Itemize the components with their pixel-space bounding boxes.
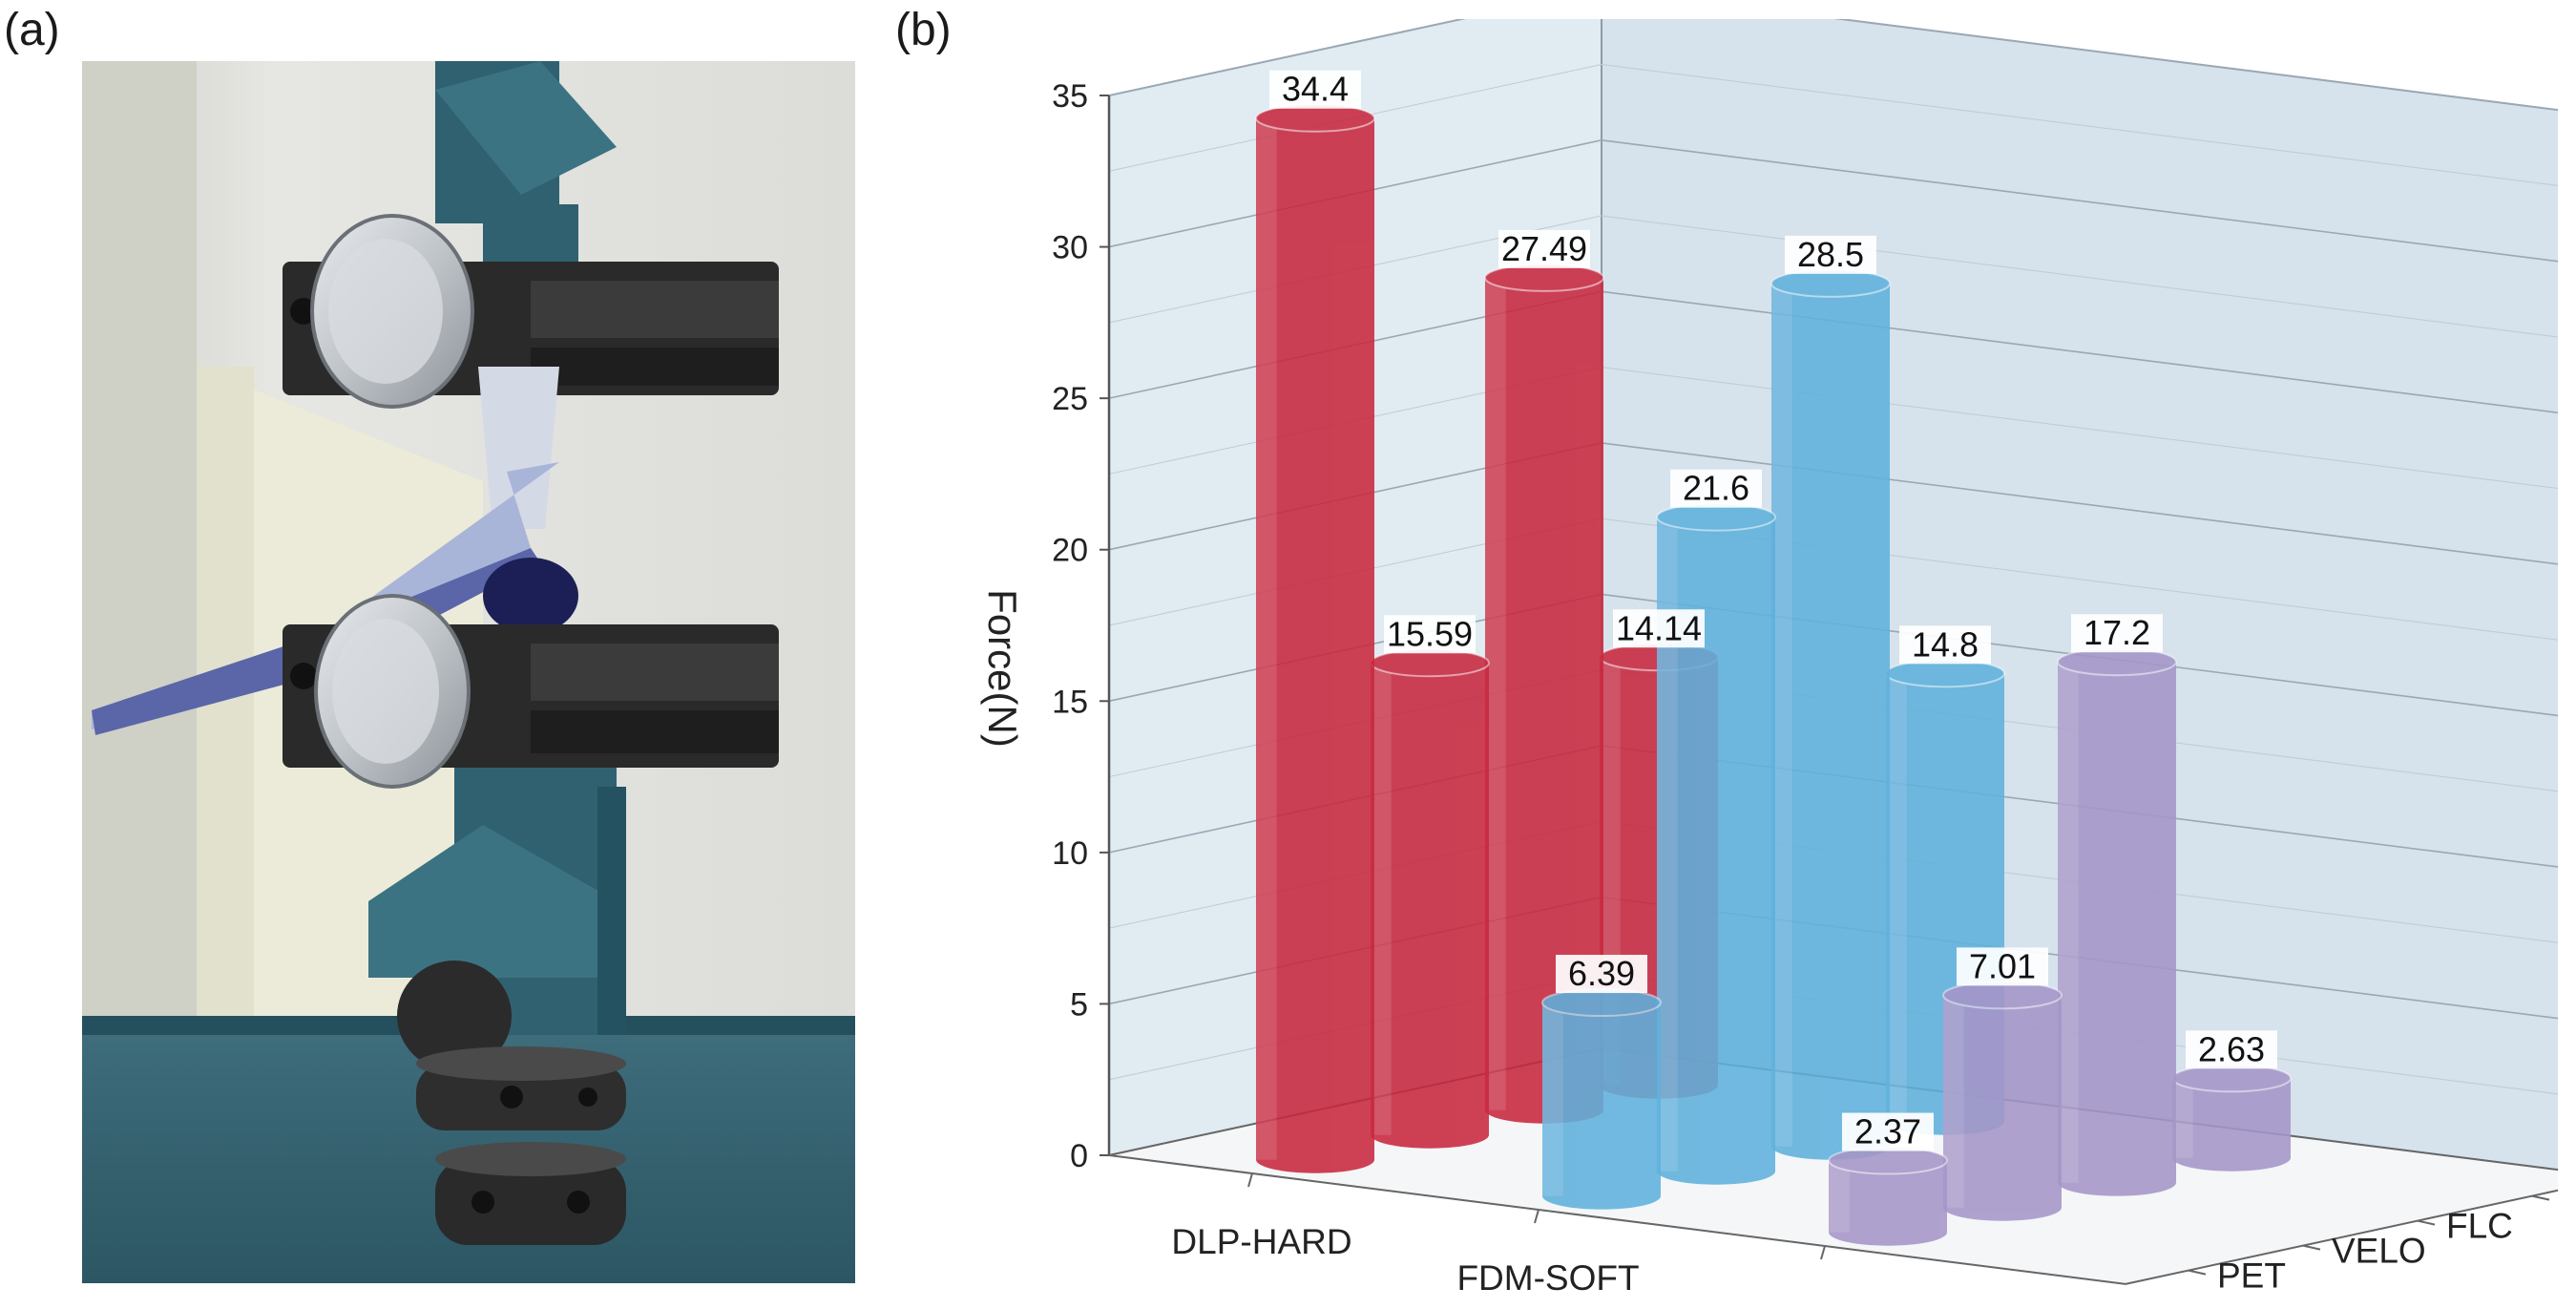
bar-shade (2172, 1078, 2193, 1158)
bar-shade (1886, 673, 1907, 1122)
force-3d-bar-chart: 0 5 10 15 20 25 30 35 14.14 14.8 2.63 27.49 28.5 17.… (980, 19, 2558, 1298)
bar-fdm-soft-velo (1656, 502, 1776, 1185)
bar-shade (1542, 1003, 1563, 1196)
bar-body (2172, 1078, 2291, 1172)
y-tick-label: 5 (1070, 986, 1088, 1023)
bar-shade (2058, 662, 2079, 1183)
bar-shade (1371, 663, 1392, 1135)
value-label: 2.63 (2186, 1029, 2277, 1069)
bar-fdm-hard-pet (1828, 1146, 1948, 1246)
bar-shade (1771, 283, 1792, 1147)
category-label: FDM-SOFT (1456, 1258, 1639, 1298)
bar-top (2057, 647, 2177, 677)
bar-fdm-hard-velo (1942, 981, 2063, 1221)
bar-fdm-hard-flc (2057, 647, 2177, 1196)
value-label: 14.8 (1899, 624, 1991, 665)
value-label: 34.4 (1269, 70, 1361, 109)
value-label-text: 15.59 (1387, 614, 1473, 653)
value-label: 2.37 (1842, 1112, 1934, 1151)
y-tick-label: 15 (1052, 684, 1088, 720)
bar-top (1484, 263, 1604, 292)
series-tick (2531, 1194, 2550, 1201)
y-tick-label: 10 (1052, 835, 1088, 872)
bar-body (1256, 117, 1374, 1173)
category-tick (1820, 1245, 1826, 1260)
y-axis-title: Force(N) (980, 589, 1025, 748)
value-label-text: 34.4 (1282, 70, 1349, 109)
value-label: 27.49 (1498, 229, 1590, 268)
panel-a-label: (a) (4, 5, 60, 55)
bar-fdm-soft-pet (1541, 988, 1662, 1210)
gridline (1108, 19, 2558, 111)
bar-top (1255, 103, 1375, 133)
bar-shade (1657, 517, 1678, 1172)
series-tick (2417, 1219, 2436, 1226)
category-axis: DLP-HARD FDM-SOFT FDM-HARD (1171, 1172, 1929, 1298)
value-label-text: 14.8 (1912, 624, 1979, 664)
y-tick-label: 30 (1052, 230, 1088, 266)
bar-shade (1485, 277, 1506, 1110)
value-label: 14.14 (1613, 608, 1705, 648)
bar-shade (1829, 1160, 1850, 1233)
bar-fdm-soft-flc (1770, 268, 1891, 1160)
bar-shade (1256, 117, 1277, 1160)
value-label-text: 28.5 (1797, 235, 1864, 274)
value-label: 28.5 (1785, 235, 1876, 274)
value-label: 17.2 (2071, 613, 2163, 653)
y-tick-label: 35 (1052, 78, 1088, 115)
bar-dlp-hard-velo (1370, 648, 1490, 1149)
panel-b-label: (b) (895, 5, 952, 55)
value-label-text: 17.2 (2084, 613, 2150, 652)
value-labels: 14.14 14.8 2.63 27.49 28.5 17.2 15.59 21.6 7.01 3… (1269, 70, 2277, 1151)
y-tick-label: 0 (1070, 1138, 1088, 1174)
series-label: PET (2217, 1256, 2286, 1296)
bar-body (2058, 662, 2176, 1196)
bar-top (1885, 659, 2005, 688)
value-label-text: 6.39 (1568, 954, 1635, 993)
tensile-test-photo (82, 61, 855, 1283)
value-label-text: 2.37 (1854, 1112, 1921, 1151)
bar-body (1771, 283, 1890, 1160)
bar-body (1657, 517, 1775, 1185)
y-tick-label: 25 (1052, 381, 1088, 417)
bar-top (1770, 268, 1891, 298)
value-label-text: 27.49 (1501, 229, 1587, 268)
value-label: 6.39 (1556, 954, 1647, 994)
bar-body (1943, 995, 2062, 1221)
series-tick (2302, 1244, 2321, 1251)
category-label: FDM-HARD (1740, 1295, 1928, 1298)
bar-body (1542, 1003, 1661, 1210)
bar-top (1541, 988, 1662, 1018)
bar-top (1828, 1146, 1948, 1175)
bar-shade (1943, 995, 1964, 1208)
value-label: 7.01 (1957, 946, 2048, 986)
y-axis: 0 5 10 15 20 25 30 35 (1052, 78, 1111, 1174)
value-label-text: 21.6 (1683, 469, 1749, 508)
bar-body (1829, 1160, 1947, 1246)
category-tick (1247, 1172, 1253, 1188)
category-tick (1534, 1209, 1539, 1224)
bar-dlp-hard-flc (1484, 263, 1604, 1124)
bar-fdm-hard-pleat (2171, 1064, 2292, 1172)
value-label: 15.59 (1384, 614, 1476, 654)
bar-top (1942, 981, 2063, 1010)
value-label: 21.6 (1670, 469, 1762, 508)
value-label-text: 2.63 (2198, 1029, 2265, 1068)
y-tick-label: 20 (1052, 533, 1088, 569)
series-tick (2188, 1269, 2207, 1276)
bar-top (1370, 648, 1490, 678)
bar-top (2171, 1064, 2292, 1093)
value-label-text: 14.14 (1616, 608, 1702, 647)
bar-top (1656, 502, 1776, 532)
bars (1255, 103, 2292, 1246)
value-label-text: 7.01 (1969, 946, 2036, 985)
bar-dlp-hard-pet (1255, 103, 1375, 1173)
bar-body (1371, 663, 1489, 1149)
series-label: VELO (2332, 1232, 2426, 1271)
category-label: DLP-HARD (1171, 1222, 1351, 1261)
bar-body (1485, 277, 1603, 1124)
series-axis: PETVELOFLCPLEAT (2188, 1194, 2550, 1296)
series-label: FLC (2446, 1207, 2513, 1246)
